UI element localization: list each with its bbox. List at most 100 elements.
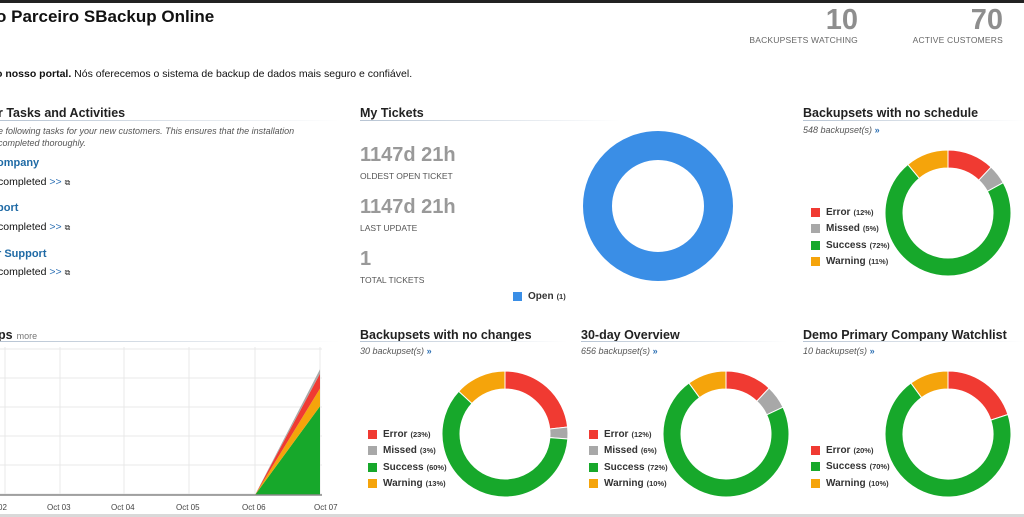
legend-label: Missed [383, 445, 417, 457]
watchlist-count-link[interactable]: 10 backupset(s) » [803, 346, 875, 356]
area-series-success[interactable] [5, 406, 320, 495]
backups-more-link[interactable]: more [16, 331, 38, 341]
task-title-company[interactable]: ompany [0, 157, 40, 169]
donut-slice-success[interactable] [662, 382, 790, 498]
no-schedule-legend: Error (12%) Missed (5%) Success (72%) Warning(… [811, 204, 890, 270]
task-status-support: completed >> ⧉ [0, 221, 70, 233]
legend-percent: (6%) [640, 446, 657, 456]
legend-item-warning[interactable]: Warning (10%) [811, 475, 890, 492]
no-schedule-count-link[interactable]: 548 backupset(s) » [803, 125, 880, 135]
tasks-divider [0, 120, 340, 121]
donut-slice-success[interactable] [884, 163, 1012, 277]
task-status-text: completed [0, 176, 47, 188]
legend-label: Warning [604, 478, 644, 490]
count-text: 30 backupset(s) [360, 346, 425, 356]
legend-label: Success [383, 461, 424, 473]
tickets-legend: Open (1) [513, 288, 566, 305]
popup-icon[interactable]: ⧉ [64, 178, 71, 187]
legend-percent: (10%) [646, 479, 667, 489]
stat-label: BACKUPSETS WATCHING [749, 35, 858, 45]
popup-icon[interactable]: ⧉ [64, 268, 71, 277]
donut-slice-warning[interactable] [910, 370, 949, 399]
stat-backupsets-watching[interactable]: 10 BACKUPSETS WATCHING [740, 5, 858, 45]
task-more-link[interactable]: >> [49, 221, 62, 233]
legend-item-success[interactable]: Success (72%) [811, 237, 890, 254]
legend-item-missed[interactable]: Missed (5%) [811, 221, 890, 238]
count-text: 656 backupset(s) [581, 346, 651, 356]
no-changes-count-link[interactable]: 30 backupset(s) » [360, 346, 432, 356]
legend-label: Error [383, 428, 408, 440]
bottom-scrollbar[interactable] [0, 514, 1024, 517]
legend-item-missed[interactable]: Missed (3%) [368, 443, 447, 460]
backups-chart-title: ps more [0, 328, 37, 342]
tickets-title: My Tickets [360, 106, 424, 120]
legend-swatch [368, 479, 377, 489]
donut-slice-open[interactable] [583, 131, 733, 281]
task-title-support[interactable]: port [0, 202, 19, 214]
last-update-value: 1147d 21h [360, 196, 456, 218]
tickets-donut-chart[interactable] [582, 130, 734, 282]
legend-item-error[interactable]: Error (23%) [368, 426, 447, 443]
task-status-text: completed [0, 266, 47, 278]
task-title-r-support[interactable]: r Support [0, 248, 47, 260]
legend-item-warning[interactable]: Warning (11%) [811, 254, 890, 271]
stat-active-customers[interactable]: 70 ACTIVE CUSTOMERS [900, 5, 1003, 45]
task-more-link[interactable]: >> [49, 176, 62, 188]
overview-donut-chart[interactable] [662, 370, 790, 498]
watchlist-divider [803, 341, 1024, 342]
donut-slice-missed[interactable] [549, 426, 569, 440]
legend-item-warning[interactable]: Warning (10%) [589, 476, 668, 493]
overview-count-link[interactable]: 656 backupset(s) » [581, 346, 658, 356]
legend-swatch [811, 240, 820, 250]
legend-item-error[interactable]: Error (12%) [589, 426, 668, 443]
no-schedule-donut-chart[interactable] [884, 149, 1012, 277]
donut-slice-error[interactable] [504, 370, 569, 430]
legend-label: Success [826, 461, 867, 473]
legend-label: Error [826, 206, 851, 218]
legend-percent: (70%) [869, 462, 890, 472]
donut-slice-success[interactable] [441, 390, 569, 498]
legend-item-warning[interactable]: Warning (13%) [368, 476, 447, 493]
legend-item-missed[interactable]: Missed (6%) [589, 443, 668, 460]
legend-item-success[interactable]: Success (72%) [589, 459, 668, 476]
top-border [0, 0, 1024, 3]
legend-percent: (23%) [410, 429, 431, 439]
tickets-divider [360, 120, 620, 121]
watchlist-donut-chart[interactable] [884, 370, 1012, 498]
donut-slice-warning[interactable] [688, 370, 727, 399]
arrow-icon: » [874, 125, 880, 135]
popup-icon[interactable]: ⧉ [64, 223, 71, 232]
welcome-bold: o nosso portal. [0, 68, 72, 80]
donut-slice-success[interactable] [884, 382, 1012, 498]
task-status-r-support: completed >> ⧉ [0, 266, 70, 278]
backups-area-chart [0, 347, 322, 496]
task-more-link[interactable]: >> [49, 266, 62, 278]
donut-slice-warning[interactable] [458, 370, 506, 405]
x-tick-label: Oct 07 [314, 503, 338, 512]
legend-item-error[interactable]: Error (20%) [811, 442, 890, 459]
overview-title: 30-day Overview [581, 328, 680, 342]
watchlist-title: Demo Primary Company Watchlist [803, 328, 1007, 342]
arrow-icon: » [869, 346, 875, 356]
task-status-text: completed [0, 221, 47, 233]
legend-swatch [811, 445, 820, 455]
backups-divider [0, 341, 340, 342]
legend-item-success[interactable]: Success (60%) [368, 459, 447, 476]
no-changes-donut-chart[interactable] [441, 370, 569, 498]
donut-slice-warning[interactable] [907, 149, 949, 180]
legend-swatch [589, 479, 598, 489]
legend-item-open[interactable]: Open (1) [513, 288, 566, 305]
legend-swatch [811, 207, 820, 217]
legend-percent: (13%) [425, 479, 446, 489]
watchlist-legend: Error (20%) Success (70%) Warning (10%) [811, 442, 890, 492]
legend-item-success[interactable]: Success (70%) [811, 459, 890, 476]
legend-swatch [589, 429, 598, 439]
legend-item-error[interactable]: Error (12%) [811, 204, 890, 221]
x-tick-label: Oct 06 [242, 503, 266, 512]
overview-divider [581, 341, 788, 342]
donut-slice-error[interactable] [947, 370, 1009, 421]
count-text: 10 backupset(s) [803, 346, 868, 356]
tasks-title: r Tasks and Activities [0, 106, 126, 120]
legend-label: Warning [826, 477, 866, 489]
legend-label: Missed [604, 445, 638, 457]
